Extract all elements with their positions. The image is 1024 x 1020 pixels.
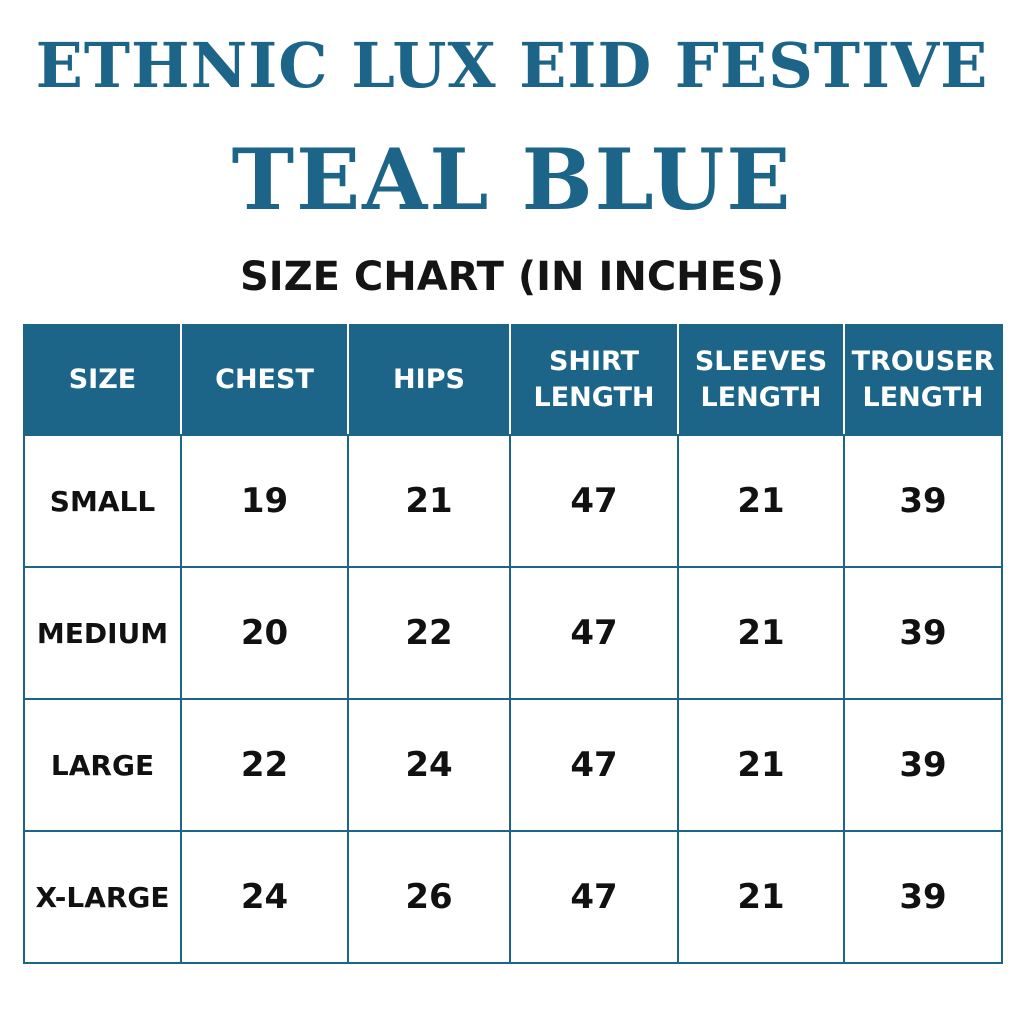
size-cell: LARGE bbox=[23, 698, 182, 832]
table-row: MEDIUM 20 22 47 21 39 bbox=[23, 566, 1003, 700]
trouser-length-cell: 39 bbox=[843, 830, 1003, 964]
hips-cell: 22 bbox=[347, 566, 511, 700]
header-shirt-length: SHIRT LENGTH bbox=[509, 324, 679, 436]
table-row: SMALL 19 21 47 21 39 bbox=[23, 434, 1003, 568]
sleeves-length-cell: 21 bbox=[677, 566, 845, 700]
shirt-length-cell: 47 bbox=[509, 698, 679, 832]
shirt-length-cell: 47 bbox=[509, 566, 679, 700]
chest-cell: 24 bbox=[180, 830, 349, 964]
size-chart-subtitle: SIZE CHART (IN INCHES) bbox=[239, 254, 785, 300]
chest-cell: 20 bbox=[180, 566, 349, 700]
sleeves-length-cell: 21 bbox=[677, 830, 845, 964]
hips-cell: 21 bbox=[347, 434, 511, 568]
header-hips: HIPS bbox=[347, 324, 511, 436]
trouser-length-cell: 39 bbox=[843, 698, 1003, 832]
header-label: HIPS bbox=[393, 364, 465, 395]
header-label: CHEST bbox=[215, 364, 314, 395]
size-cell: SMALL bbox=[23, 434, 182, 568]
sleeves-length-cell: 21 bbox=[677, 434, 845, 568]
table-header-row: SIZE CHEST HIPS SHIRT LENGTH SLEEVES LEN… bbox=[23, 324, 1003, 436]
trouser-length-cell: 39 bbox=[843, 566, 1003, 700]
sleeves-length-cell: 21 bbox=[677, 698, 845, 832]
shirt-length-cell: 47 bbox=[509, 830, 679, 964]
trouser-length-cell: 39 bbox=[843, 434, 1003, 568]
header-label: SHIRT LENGTH bbox=[533, 346, 655, 413]
chest-cell: 22 bbox=[180, 698, 349, 832]
shirt-length-cell: 47 bbox=[509, 434, 679, 568]
header-chest: CHEST bbox=[180, 324, 349, 436]
header-label: TROUSER LENGTH bbox=[851, 346, 995, 413]
chest-cell: 19 bbox=[180, 434, 349, 568]
header-trouser-length: TROUSER LENGTH bbox=[843, 324, 1003, 436]
hips-cell: 26 bbox=[347, 830, 511, 964]
header-label: SIZE bbox=[68, 364, 137, 395]
size-cell: X-LARGE bbox=[23, 830, 182, 964]
title-line-2: TEAL BLUE bbox=[231, 130, 793, 229]
size-cell: MEDIUM bbox=[23, 566, 182, 700]
header-sleeves-length: SLEEVES LENGTH bbox=[677, 324, 845, 436]
table-row: LARGE 22 24 47 21 39 bbox=[23, 698, 1003, 832]
title-line-1: ETHNIC LUX EID FESTIVE bbox=[35, 29, 989, 102]
hips-cell: 24 bbox=[347, 698, 511, 832]
header-label: SLEEVES LENGTH bbox=[694, 346, 828, 413]
size-chart-table: SIZE CHEST HIPS SHIRT LENGTH SLEEVES LEN… bbox=[23, 324, 1003, 964]
header-size: SIZE bbox=[23, 324, 182, 436]
table-row: X-LARGE 24 26 47 21 39 bbox=[23, 830, 1003, 964]
